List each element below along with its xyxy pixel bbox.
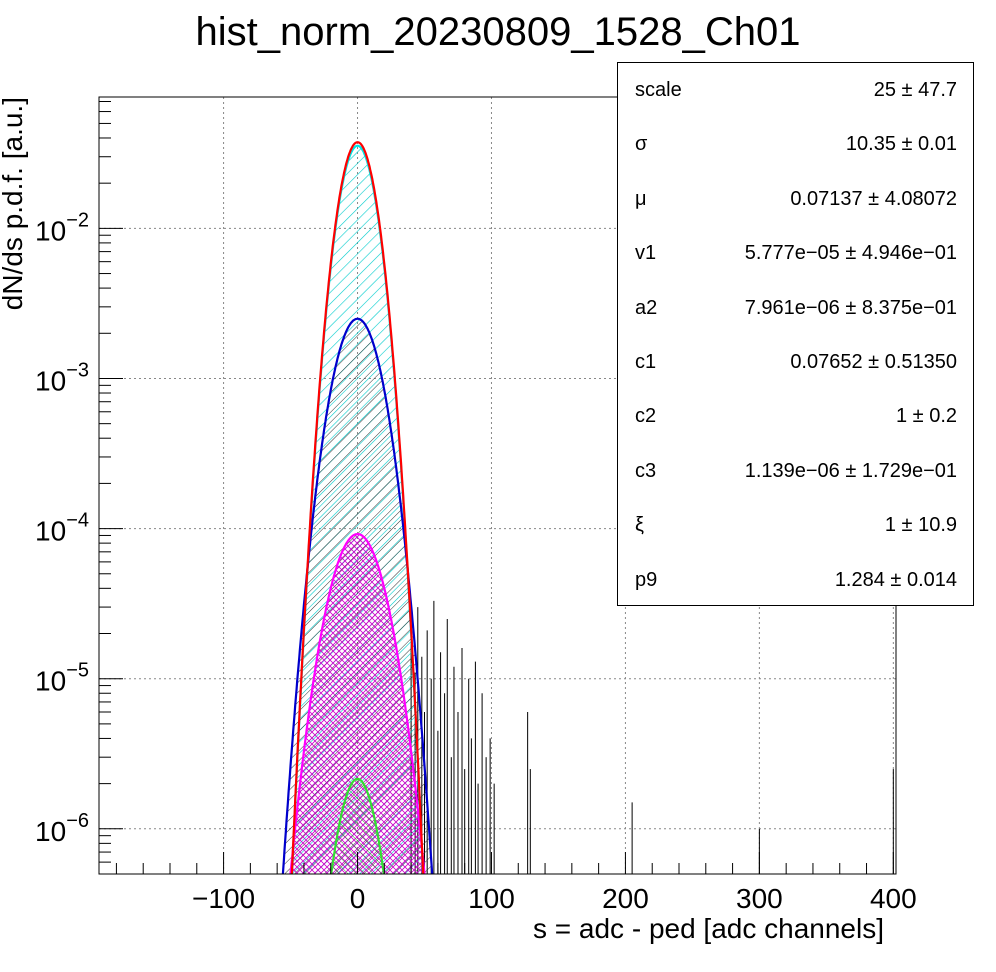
- stats-param-value: 5.777e−05 ± 4.946e−01: [744, 242, 957, 265]
- fit-curves: [281, 141, 434, 874]
- y-tick-label: 10−6: [35, 810, 89, 847]
- stats-param-name: c3: [635, 459, 657, 482]
- x-tick-label: 100: [468, 883, 515, 914]
- axis-labels: −100 0 100 200 300 400 10−6 10−5 10−4 10−3 10−2 s =…: [0, 97, 917, 944]
- stats-param-value: 25 ± 47.7: [873, 79, 957, 101]
- stats-param-name: ξ: [635, 514, 644, 537]
- x-tick-label: 400: [870, 883, 917, 914]
- stats-param-name: p9: [635, 568, 658, 591]
- y-tick-label: 10−2: [35, 209, 89, 246]
- stats-row: c3 1.139e−06 ± 1.729e−01: [618, 444, 973, 498]
- stats-row: c2 1 ± 0.2: [618, 389, 973, 443]
- stats-row: p9 1.284 ± 0.014: [618, 553, 973, 607]
- stats-param-name: c1: [635, 351, 657, 373]
- fit-curve-2: [281, 317, 434, 874]
- stats-param-name: c2: [635, 405, 657, 428]
- stats-row: v1 5.777e−05 ± 4.946e−01: [618, 226, 973, 280]
- x-tick-label: 300: [736, 883, 783, 914]
- stats-param-name: σ: [635, 133, 648, 156]
- y-tick-label: 10−5: [35, 660, 89, 697]
- stats-param-value: 1 ± 0.2: [895, 405, 957, 428]
- x-tick-label: 200: [602, 883, 649, 914]
- x-axis-label: s = adc - ped [adc channels]: [533, 913, 884, 944]
- y-axis-label: dN/ds p.d.f. [a.u.]: [0, 97, 28, 310]
- stats-param-name: scale: [635, 79, 682, 101]
- stats-row: μ 0.07137 ± 4.08072: [618, 172, 973, 226]
- stats-param-value: 1 ± 10.9: [884, 514, 957, 537]
- fit-curve-3: [289, 532, 426, 874]
- stats-param-name: μ: [635, 187, 647, 210]
- stats-param-value: 7.961e−06 ± 8.375e−01: [744, 296, 957, 319]
- axis-ticks: [99, 100, 894, 875]
- chart-title: hist_norm_20230809_1528_Ch01: [195, 10, 801, 54]
- stats-param-value: 0.07652 ± 0.51350: [790, 351, 957, 373]
- fit-curve-0: [290, 141, 425, 874]
- stats-row: σ 10.35 ± 0.01: [618, 117, 973, 171]
- stats-row: ξ 1 ± 10.9: [618, 498, 973, 552]
- stats-row: c1 0.07652 ± 0.51350: [618, 335, 973, 389]
- stats-param-name: a2: [635, 296, 658, 319]
- stats-param-value: 0.07137 ± 4.08072: [790, 187, 957, 210]
- stats-param-value: 1.139e−06 ± 1.729e−01: [744, 459, 957, 482]
- histogram: [410, 600, 894, 874]
- stats-param-name: v1: [635, 242, 657, 265]
- x-tick-label: −100: [192, 883, 255, 914]
- stats-box: scale 25 ± 47.7 σ 10.35 ± 0.01 μ 0.07137 ± 4.…: [617, 62, 974, 606]
- stats-row: scale 25 ± 47.7: [618, 63, 973, 117]
- stats-param-value: 1.284 ± 0.014: [834, 568, 957, 591]
- y-tick-label: 10−3: [35, 359, 89, 396]
- fit-fill-4: [331, 778, 384, 874]
- y-tick-label: 10−4: [35, 510, 89, 547]
- fit-curve-4: [330, 777, 385, 874]
- stats-row: a2 7.961e−06 ± 8.375e−01: [618, 281, 973, 335]
- x-tick-label: 0: [350, 883, 366, 914]
- stats-param-value: 10.35 ± 0.01: [845, 133, 957, 156]
